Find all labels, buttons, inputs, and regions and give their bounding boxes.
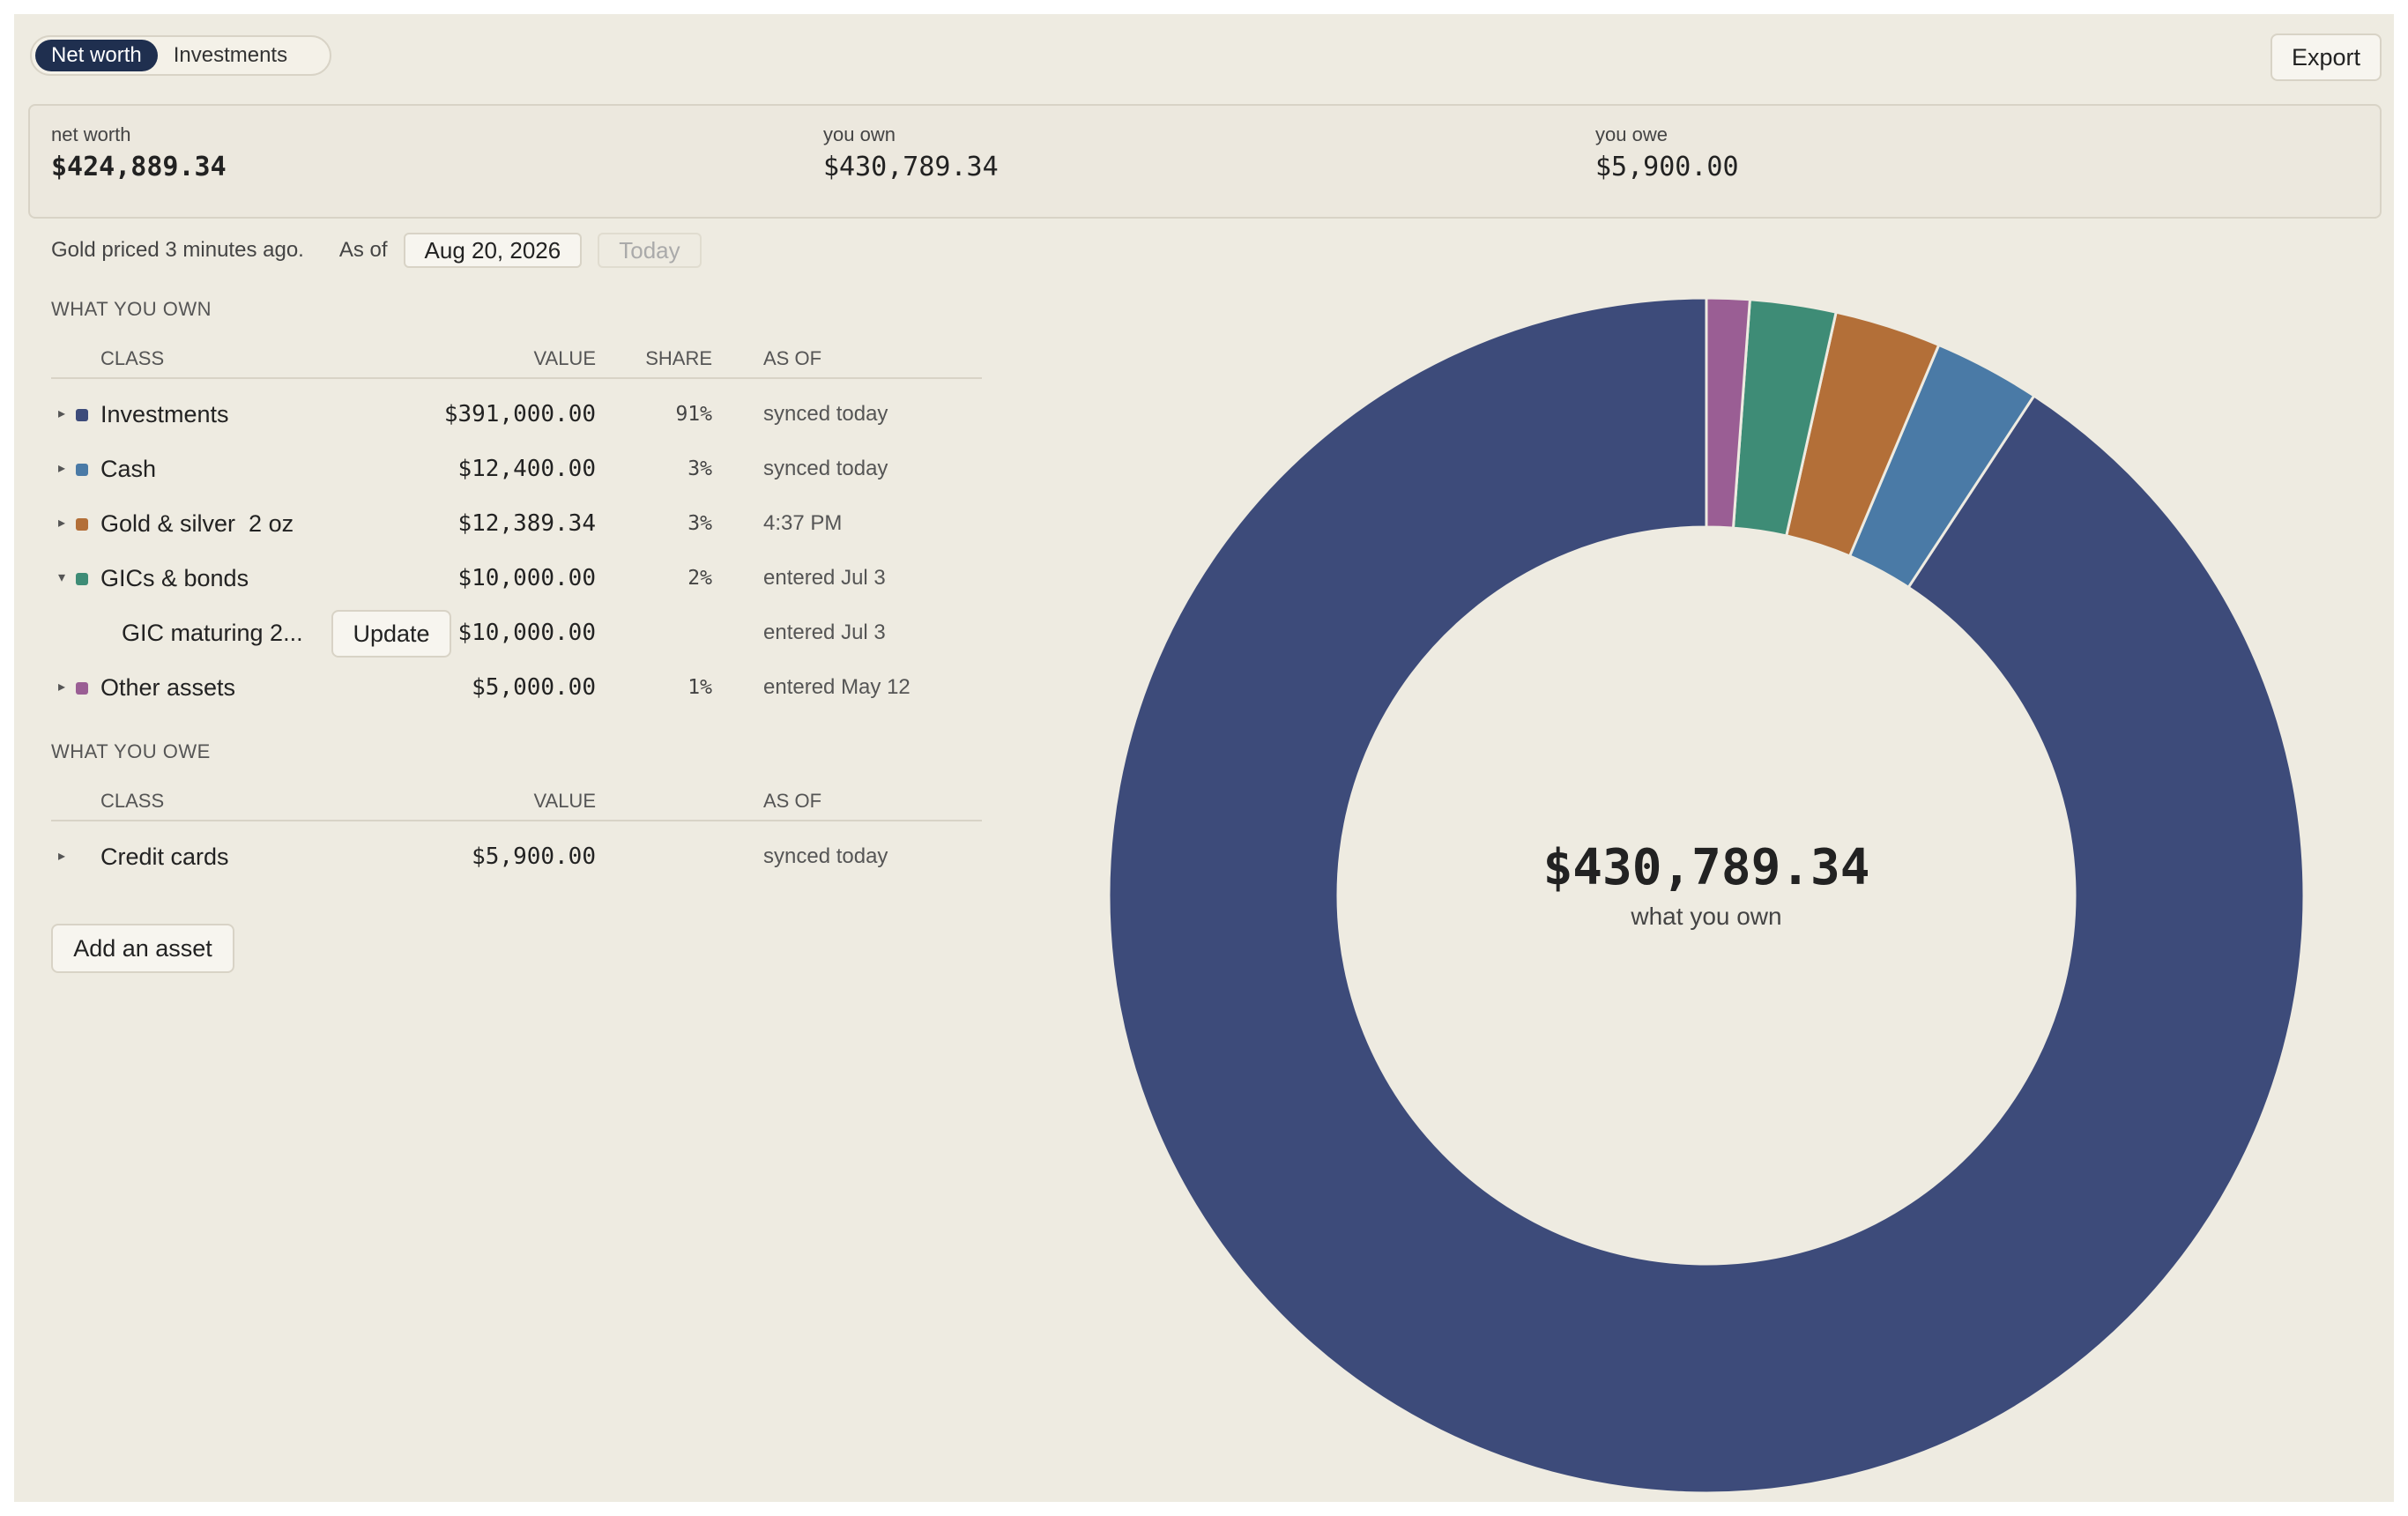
asset-row-gics-bonds[interactable]: ▾ GICs & bonds $10,000.00 2% entered Jul… [51, 561, 982, 596]
asset-class-name: Other assets [100, 674, 236, 701]
asset-share: 3% [687, 457, 712, 480]
asset-share: 91% [675, 403, 712, 426]
color-swatch-icon [76, 573, 88, 585]
net-worth-summary: net worth $424,889.34 [51, 123, 227, 182]
asset-row-investments[interactable]: ▸ Investments $391,000.00 91% synced tod… [51, 397, 982, 432]
color-swatch-icon [76, 464, 88, 476]
own-header-class: CLASS [100, 347, 165, 369]
as-of-date-input[interactable]: Aug 20, 2026 [403, 233, 583, 268]
liability-as-of: synced today [763, 844, 888, 868]
own-table-header: CLASS VALUE SHARE AS OF [51, 344, 982, 379]
asset-value: $12,400.00 [457, 456, 596, 482]
you-own-summary: you own $430,789.34 [823, 123, 999, 182]
owe-header-as-of: AS OF [763, 790, 822, 812]
sub-asset-value: $10,000.00 [457, 620, 596, 646]
donut-center-label: what you own [1630, 903, 1781, 930]
asset-value: $10,000.00 [457, 565, 596, 591]
you-owe-label: you owe [1595, 123, 1668, 145]
own-header-share: SHARE [645, 347, 712, 369]
asset-row-other-assets[interactable]: ▸ Other assets $5,000.00 1% entered May … [51, 670, 982, 705]
asset-share: 3% [687, 512, 712, 535]
asset-sub-row-gic: GIC maturing 2... Update $10,000.00 ente… [51, 610, 982, 658]
expand-caret-icon[interactable]: ▸ [58, 461, 66, 476]
asset-as-of: synced today [763, 402, 888, 426]
tab-net-worth[interactable]: Net worth [35, 40, 158, 71]
donut-slice-investments[interactable] [1107, 296, 2306, 1495]
asset-as-of: 4:37 PM [763, 511, 843, 535]
asset-share: 2% [687, 567, 712, 590]
liability-value: $5,900.00 [472, 843, 596, 870]
today-button[interactable]: Today [598, 233, 702, 268]
sub-asset-as-of: entered Jul 3 [763, 621, 886, 644]
asset-share: 1% [687, 676, 712, 699]
own-section-title: WHAT YOU OWN [51, 298, 212, 320]
asset-row-gold-silver[interactable]: ▸ Gold & silver 2 oz $12,389.34 3% 4:37 … [51, 506, 982, 541]
donut-slices [1107, 296, 2306, 1495]
asset-row-cash[interactable]: ▸ Cash $12,400.00 3% synced today [51, 451, 982, 487]
asset-value: $5,000.00 [472, 674, 596, 701]
app-window: Net worth Investments Export net worth $… [14, 14, 2394, 1502]
asset-value: $391,000.00 [443, 401, 596, 427]
donut-center-value: $430,789.34 [1543, 839, 1870, 896]
asset-class-name: Cash [100, 456, 157, 482]
donut-slice-other-assets[interactable] [1705, 296, 1752, 530]
asset-as-of: entered May 12 [763, 675, 910, 699]
view-toggle: Net worth Investments [30, 35, 331, 76]
net-worth-label: net worth [51, 123, 131, 145]
expand-caret-icon[interactable]: ▸ [58, 516, 66, 531]
update-button[interactable]: Update [331, 610, 451, 658]
asset-class-name: GICs & bonds [100, 565, 249, 591]
status-bar: Gold priced 3 minutes ago. As of Aug 20,… [51, 233, 702, 268]
owe-header-class: CLASS [100, 790, 165, 812]
net-worth-value: $424,889.34 [51, 152, 227, 182]
owe-section-title: WHAT YOU OWE [51, 740, 211, 762]
owe-header-value: VALUE [533, 790, 596, 812]
pricing-note: Gold priced 3 minutes ago. [51, 238, 304, 262]
allocation-donut-chart: $430,789.34 what you own [1107, 296, 2306, 1495]
sub-asset-name: GIC maturing 2... [122, 620, 303, 646]
tab-investments[interactable]: Investments [173, 43, 288, 67]
asset-value: $12,389.34 [457, 510, 596, 537]
asset-as-of: entered Jul 3 [763, 566, 886, 590]
owe-table-header: CLASS VALUE AS OF [51, 786, 982, 821]
asset-class-name: Gold & silver 2 oz [100, 510, 294, 537]
asset-class-name: Investments [100, 401, 229, 427]
expand-caret-icon[interactable]: ▸ [58, 680, 66, 695]
as-of-label: As of [338, 238, 388, 262]
collapse-caret-icon[interactable]: ▾ [58, 570, 66, 585]
you-own-label: you own [823, 123, 896, 145]
own-header-as-of: AS OF [763, 347, 822, 369]
you-own-value: $430,789.34 [823, 152, 999, 182]
asset-as-of: synced today [763, 457, 888, 480]
expand-caret-icon[interactable]: ▸ [58, 849, 66, 864]
liability-class-name: Credit cards [100, 843, 229, 870]
color-swatch-icon [76, 682, 88, 695]
summary-panel: net worth $424,889.34 you own $430,789.3… [28, 104, 2382, 219]
expand-caret-icon[interactable]: ▸ [58, 406, 66, 421]
color-swatch-icon [76, 518, 88, 531]
you-owe-summary: you owe $5,900.00 [1595, 123, 1739, 182]
own-header-value: VALUE [533, 347, 596, 369]
add-asset-button[interactable]: Add an asset [51, 924, 234, 973]
color-swatch-icon [76, 409, 88, 421]
you-owe-value: $5,900.00 [1595, 152, 1739, 182]
export-button[interactable]: Export [2271, 33, 2382, 81]
liability-row-credit-cards[interactable]: ▸ Credit cards $5,900.00 synced today [51, 839, 982, 874]
